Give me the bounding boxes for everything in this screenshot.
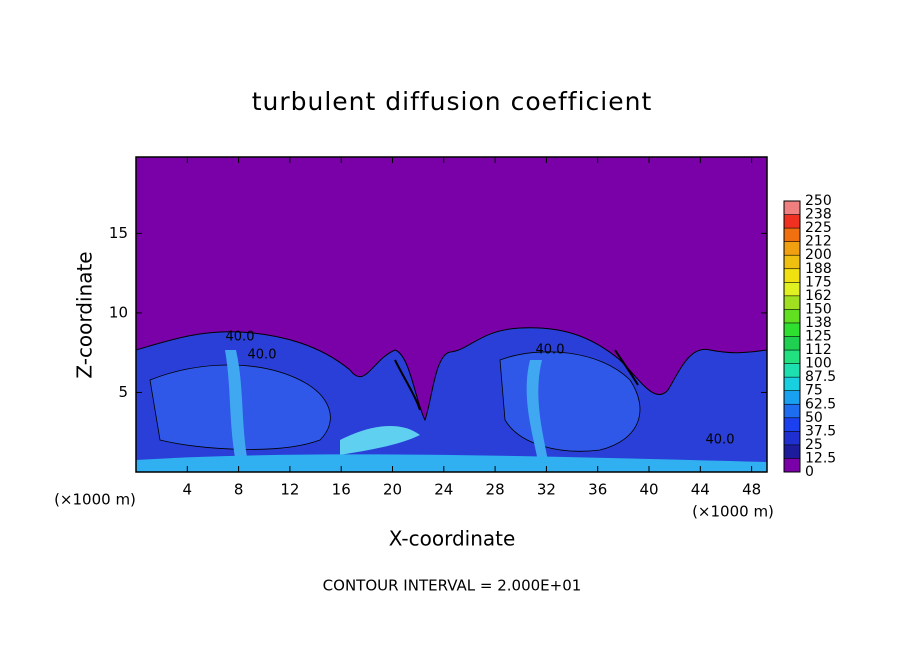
x-unit-label: (×1000 m) xyxy=(692,503,774,521)
colorbar-swatch xyxy=(784,295,800,310)
colorbar-swatch xyxy=(784,201,800,215)
colorbar-swatch xyxy=(784,350,800,364)
colorbar-swatch xyxy=(784,377,800,391)
colorbar-label: 125 xyxy=(805,329,832,345)
y-tick-label: 15 xyxy=(109,224,128,242)
colorbar-label: 162 xyxy=(805,288,832,304)
colorbar-swatch xyxy=(784,255,800,269)
colorbar-label: 250 xyxy=(805,193,832,209)
contour-label: 40.0 xyxy=(248,348,277,363)
colorbar-label: 75 xyxy=(805,383,823,399)
colorbar-swatch xyxy=(784,404,800,418)
x-tick-label: 12 xyxy=(280,481,299,499)
footnote: CONTOUR INTERVAL = 2.000E+01 xyxy=(323,577,582,595)
colorbar-swatch xyxy=(784,241,800,256)
x-tick-label: 8 xyxy=(234,481,244,499)
chart-title: turbulent diffusion coefficient xyxy=(252,87,653,116)
field xyxy=(135,156,768,473)
colorbar-label: 25 xyxy=(805,437,823,453)
x-tick-label: 32 xyxy=(537,481,556,499)
x-tick-label: 44 xyxy=(691,481,710,499)
colorbar-label: 238 xyxy=(805,207,832,223)
colorbar-swatch xyxy=(784,458,800,472)
colorbar-swatch xyxy=(784,336,800,351)
colorbar-swatch xyxy=(784,431,800,445)
colorbar-swatch xyxy=(784,228,800,242)
contour-line xyxy=(394,359,421,411)
plot-frame xyxy=(135,156,768,473)
colorbar-label: 150 xyxy=(805,301,832,317)
y-tick-label: 10 xyxy=(109,303,128,321)
x-tick-label: 20 xyxy=(383,481,402,499)
x-tick-label: 24 xyxy=(434,481,453,499)
x-tick-label: 40 xyxy=(639,481,658,499)
colorbar-swatch xyxy=(784,363,800,378)
x-unit-label: (×1000 m) xyxy=(54,491,136,509)
contour-line xyxy=(614,349,639,386)
colorbar-label: 100 xyxy=(805,356,832,372)
x-tick-label: 28 xyxy=(486,481,505,499)
x-tick-label: 36 xyxy=(588,481,607,499)
colorbar-swatch xyxy=(784,390,800,405)
colorbar-swatch xyxy=(784,444,800,459)
x-tick-label: 4 xyxy=(183,481,193,499)
field-streak xyxy=(225,350,250,472)
colorbar-label: 112 xyxy=(805,342,832,358)
contour-label: 40.0 xyxy=(226,330,255,345)
colorbar-label: 200 xyxy=(805,247,832,263)
contour-label: 40.0 xyxy=(536,343,565,358)
colorbar-label: 37.5 xyxy=(805,423,836,439)
x-tick-label: 16 xyxy=(332,481,351,499)
field-streak xyxy=(340,425,420,455)
y-tick-label: 5 xyxy=(118,383,128,401)
colorbar-label: 225 xyxy=(805,220,832,236)
x-tick-label: 48 xyxy=(742,481,761,499)
colorbar-label: 0 xyxy=(805,464,814,480)
colorbar-label: 87.5 xyxy=(805,369,836,385)
colorbar-label: 188 xyxy=(805,261,832,277)
colorbar-label: 138 xyxy=(805,315,832,331)
colorbar-swatch xyxy=(784,282,800,296)
colorbar-swatch xyxy=(784,417,800,432)
colorbar-label: 50 xyxy=(805,410,823,426)
colorbar-swatch xyxy=(784,309,800,323)
colorbar-label: 12.5 xyxy=(805,450,836,466)
contour-label: 40.0 xyxy=(706,433,735,448)
y-axis-title: Z-coordinate xyxy=(73,251,97,378)
colorbar-swatch xyxy=(784,322,800,337)
field-streak xyxy=(526,360,550,472)
x-axis-title: X-coordinate xyxy=(389,527,516,551)
colorbar-swatch xyxy=(784,268,800,283)
field-streak xyxy=(136,454,767,472)
colorbar-swatch xyxy=(784,214,800,229)
colorbar-label: 212 xyxy=(805,234,832,250)
colorbar-label: 175 xyxy=(805,274,832,290)
colorbar-label: 62.5 xyxy=(805,396,836,412)
